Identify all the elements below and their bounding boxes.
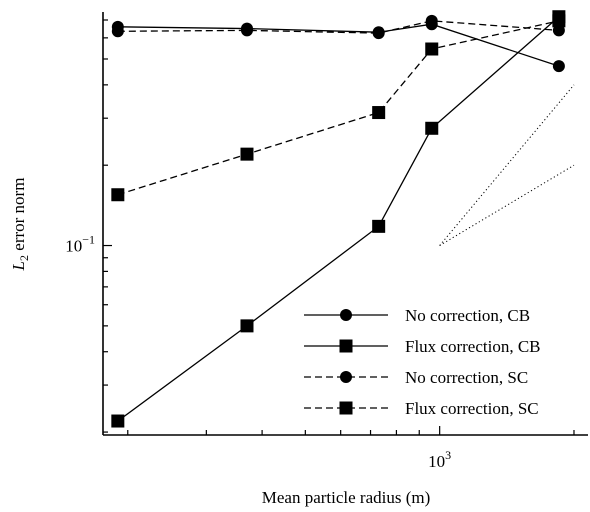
data-point [425,14,438,27]
legend-item: Flux correction, SC [304,399,539,418]
series-line [117,20,559,34]
series-4 [111,14,566,202]
y-axis-label: L2 error norm [9,178,31,272]
reference-slope-lines [439,84,575,246]
data-point [240,147,254,161]
reference-slope-line [439,164,575,246]
legend-item: No correction, SC [304,368,528,387]
x-axis-label: Mean particle radius (m) [262,488,431,507]
data-point [340,309,352,321]
data-point [111,25,124,38]
data-point [240,319,254,333]
y-tick-label: 10−1 [65,233,95,256]
data-point [552,14,566,28]
data-point [372,27,385,40]
data-point [240,24,253,37]
series-layer [111,10,566,428]
x-axis-ticks: 103 [127,426,575,471]
data-point [425,121,439,135]
legend-label: Flux correction, CB [405,337,541,356]
data-point [340,371,352,383]
series-line [117,16,560,422]
data-point [552,24,565,37]
x-tick-label: 103 [428,448,451,471]
data-point [552,60,565,73]
series-3 [111,14,565,40]
legend-item: No correction, CB [304,306,530,325]
legend: No correction, CB Flux correction, CB No c… [304,306,541,418]
data-point [372,219,386,233]
reference-slope-line [439,84,575,246]
data-point [111,414,125,428]
y-axis-ticks: 10−1 [65,19,112,433]
series-2 [111,10,566,428]
data-point [111,188,125,202]
data-point [372,106,386,120]
legend-label: No correction, CB [405,306,530,325]
legend-label: No correction, SC [405,368,528,387]
data-point [339,339,353,353]
legend-item: Flux correction, CB [304,337,541,356]
data-point [425,42,439,56]
plot-area [102,12,588,436]
series-line [117,20,560,196]
data-point [339,401,353,415]
legend-label: Flux correction, SC [405,399,539,418]
